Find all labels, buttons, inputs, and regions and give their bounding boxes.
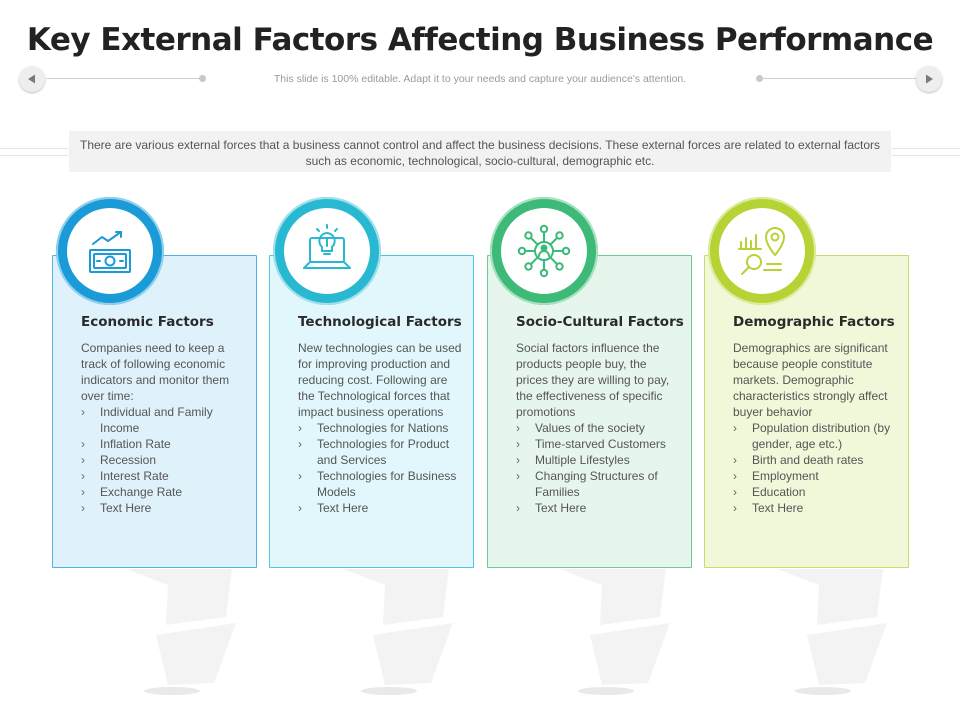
factor-list: Technologies for Nations Technologies fo… <box>298 420 463 516</box>
card-socio-cultural-factors: Socio-Cultural Factors Social factors in… <box>487 255 692 568</box>
list-item: Birth and death rates <box>733 452 898 468</box>
page-subtitle: This slide is 100% editable. Adapt it to… <box>273 73 687 85</box>
list-item: Text Here <box>516 500 681 516</box>
ribbon-shadow <box>343 569 453 695</box>
lightbulb-laptop-icon <box>303 224 351 269</box>
ribbon-shadow <box>560 569 670 695</box>
divider-dot <box>199 75 206 82</box>
list-item: Text Here <box>298 500 463 516</box>
ribbon-shadow <box>126 569 236 695</box>
social-network-icon <box>517 224 571 278</box>
card-description: Demographics are significant because peo… <box>733 341 888 419</box>
card-description: Companies need to keep a track of follow… <box>81 341 230 403</box>
ribbon-shadow <box>777 569 887 695</box>
card-description: Social factors influence the products pe… <box>516 341 670 419</box>
factor-list: Individual and Family Income Inflation R… <box>81 404 246 516</box>
arrow-left-icon <box>28 74 35 84</box>
next-slide-button[interactable] <box>916 66 942 92</box>
list-item: Exchange Rate <box>81 484 246 500</box>
card-title: Demographic Factors <box>733 314 895 330</box>
divider <box>46 78 201 79</box>
icon-badge-inner <box>501 208 587 294</box>
arrow-right-icon <box>926 74 933 84</box>
list-item: Individual and Family Income <box>81 404 246 436</box>
card-demographic-factors: Demographic Factors Demographics are sig… <box>704 255 909 568</box>
factor-list: Values of the society Time-starved Custo… <box>516 420 681 516</box>
list-item: Inflation Rate <box>81 436 246 452</box>
list-item: Technologies for Business Models <box>298 468 463 500</box>
card-body: Social factors influence the products pe… <box>516 340 681 516</box>
list-item: Time-starved Customers <box>516 436 681 452</box>
card-title: Socio-Cultural Factors <box>516 314 684 330</box>
intro-text: There are various external forces that a… <box>69 131 891 172</box>
factor-list: Population distribution (by gender, age … <box>733 420 898 516</box>
money-growth-icon <box>89 231 131 273</box>
card-body: Companies need to keep a track of follow… <box>81 340 246 516</box>
list-item: Education <box>733 484 898 500</box>
card-title: Economic Factors <box>81 314 214 330</box>
list-item: Recession <box>81 452 246 468</box>
card-description: New technologies can be used for improvi… <box>298 341 462 419</box>
icon-badge-inner <box>67 208 153 294</box>
card-body: Demographics are significant because peo… <box>733 340 898 516</box>
divider-dot <box>756 75 763 82</box>
page-title: Key External Factors Affecting Business … <box>26 22 934 58</box>
icon-badge <box>708 197 816 305</box>
icon-badge <box>490 197 598 305</box>
list-item: Interest Rate <box>81 468 246 484</box>
icon-badge <box>273 197 381 305</box>
card-economic-factors: Economic Factors Companies need to keep … <box>52 255 257 568</box>
icon-badge-inner <box>284 208 370 294</box>
list-item: Values of the society <box>516 420 681 436</box>
icon-badge <box>56 197 164 305</box>
card-body: New technologies can be used for improvi… <box>298 340 463 516</box>
icon-badge-inner <box>719 208 805 294</box>
list-item: Changing Structures of Families <box>516 468 681 500</box>
list-item: Text Here <box>733 500 898 516</box>
divider <box>760 78 916 79</box>
list-item: Multiple Lifestyles <box>516 452 681 468</box>
list-item: Employment <box>733 468 898 484</box>
location-analytics-icon <box>738 227 785 275</box>
card-title: Technological Factors <box>298 314 462 330</box>
list-item: Technologies for Product and Services <box>298 436 463 468</box>
list-item: Population distribution (by gender, age … <box>733 420 898 452</box>
list-item: Technologies for Nations <box>298 420 463 436</box>
previous-slide-button[interactable] <box>19 66 45 92</box>
card-technological-factors: Technological Factors New technologies c… <box>269 255 474 568</box>
list-item: Text Here <box>81 500 246 516</box>
